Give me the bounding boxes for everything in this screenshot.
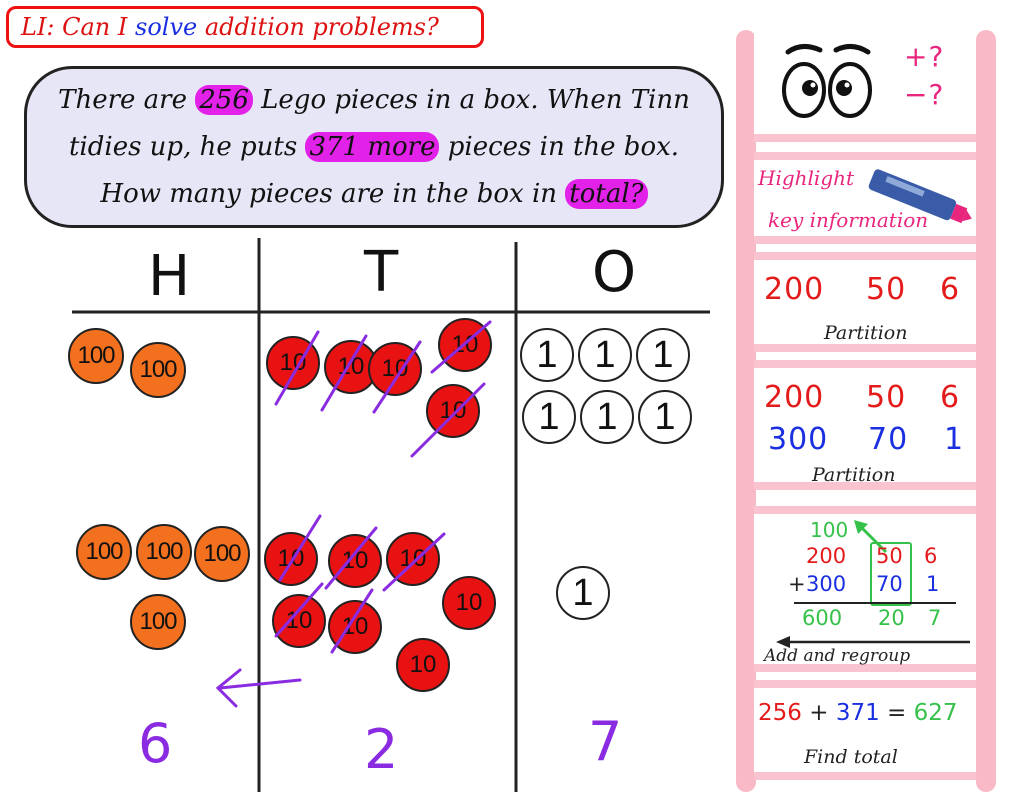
problem-line-2: tidies up, he puts 371 more pieces in th…: [27, 124, 721, 171]
ten-counter: 10: [264, 532, 318, 586]
partition-hundreds: 200: [764, 272, 825, 307]
add-regroup-label: Add and regroup: [764, 646, 911, 666]
carry-hundred: 100: [810, 518, 849, 542]
regroup-row2-ones: 1: [926, 572, 940, 596]
partition-label: Partition: [812, 464, 896, 486]
regroup-row2-hundreds: 300: [806, 572, 847, 596]
left-arrow-icon: [776, 636, 970, 648]
total-equals-sign: =: [887, 700, 907, 726]
total-equation: 256 + 371 = 627: [758, 700, 958, 726]
one-counter: 1: [636, 328, 690, 382]
one-counter: 1: [578, 328, 632, 382]
one-counter: 1: [580, 390, 634, 444]
title-suffix: addition problems?: [197, 13, 439, 41]
eyes-icon: [782, 44, 872, 118]
regroup-row3-hundreds: 600: [802, 606, 843, 630]
highlighted-371-more: 371 more: [305, 132, 440, 162]
hundred-counter: 100: [136, 524, 192, 580]
hundred-counter: 100: [68, 328, 124, 384]
ten-counter: 10: [266, 336, 320, 390]
panel-read-problem: +? −?: [754, 30, 976, 142]
problem-text: Lego pieces in a box. When Tinn: [252, 85, 690, 115]
answer-ones: 7: [588, 710, 623, 773]
hundred-counter: 100: [194, 526, 250, 582]
partition-row2-tens: 70: [868, 422, 909, 457]
regroup-row3-tens: 20: [878, 606, 905, 630]
hundred-counter: 100: [130, 342, 186, 398]
ten-counter: 10: [272, 594, 326, 648]
ten-counter: 10: [386, 532, 440, 586]
partition-row1-ones: 6: [940, 380, 961, 415]
word-problem-box: There are 256 Lego pieces in a box. When…: [24, 66, 724, 228]
tens-column-box: [870, 542, 912, 606]
highlighter-pen-icon: [868, 169, 972, 224]
ten-counter: 10: [328, 600, 382, 654]
sum-line: [794, 602, 956, 604]
answer-tens: 2: [364, 718, 399, 781]
total-addend-a: 256: [758, 700, 802, 726]
total-sum: 627: [913, 700, 958, 726]
find-total-label: Find total: [804, 746, 898, 768]
problem-text: tidies up, he puts: [68, 132, 306, 162]
partition-ones: 6: [940, 272, 961, 307]
partition-label: Partition: [824, 322, 908, 344]
one-counter: 1: [522, 390, 576, 444]
title-highlight-word: solve: [135, 13, 198, 41]
panel-add-regroup: 100 200 50 6 + 300 70 1 600 20 7 Add and…: [754, 506, 976, 672]
ladder-rail-right: [976, 30, 996, 792]
one-counter: 1: [520, 328, 574, 382]
key-information-label: key information: [768, 208, 929, 232]
minus-question-symbol: −?: [904, 78, 945, 111]
partition-row2-ones: 1: [944, 422, 965, 457]
panel-partition-both: 200 50 6 300 70 1 Partition: [754, 360, 976, 490]
partition-row1-hundreds: 200: [764, 380, 825, 415]
regroup-row3-ones: 7: [928, 606, 942, 630]
learning-intention-title: LI: Can I solve addition problems?: [6, 6, 484, 48]
plus-question-symbol: +?: [904, 40, 945, 73]
total-plus-sign: +: [809, 700, 829, 726]
panel-partition-first: 200 50 6 Partition: [754, 252, 976, 352]
problem-text: pieces in the box.: [439, 132, 680, 162]
regroup-row1-hundreds: 200: [806, 544, 847, 568]
partition-tens: 50: [866, 272, 907, 307]
problem-line-3: How many pieces are in the box in total?: [27, 171, 721, 218]
problem-text: There are: [58, 85, 196, 115]
one-counter: 1: [638, 390, 692, 444]
hundred-counter: 100: [76, 524, 132, 580]
highlighted-number-256: 256: [195, 85, 253, 115]
partition-row1-tens: 50: [866, 380, 907, 415]
carry-arrow-icon: [854, 520, 888, 554]
ladder-rail-left: [736, 30, 756, 792]
ten-counter: 10: [426, 384, 480, 438]
panel-find-total: 256 + 371 = 627 Find total: [754, 680, 976, 780]
regroup-row1-tens: 50: [876, 544, 903, 568]
problem-line-1: There are 256 Lego pieces in a box. When…: [27, 77, 721, 124]
highlight-step-label: Highlight: [758, 166, 855, 190]
regroup-row1-ones: 6: [924, 544, 938, 568]
one-counter: 1: [556, 566, 610, 620]
ten-counter: 10: [442, 576, 496, 630]
panel-highlight: Highlight key information: [754, 152, 976, 244]
ten-counter: 10: [328, 534, 382, 588]
regroup-row2-tens: 70: [876, 572, 903, 596]
problem-text: How many pieces are in the box in: [100, 179, 566, 209]
ten-counter: 10: [438, 318, 492, 372]
partition-row2-hundreds: 300: [768, 422, 829, 457]
column-header-ones: O: [592, 240, 637, 305]
answer-hundreds: 6: [138, 712, 173, 775]
column-header-tens: T: [364, 240, 399, 305]
strategy-ladder: +? −? Highlight key information 200 50 6…: [736, 30, 996, 792]
ten-counter: 10: [396, 638, 450, 692]
plus-sign: +: [788, 572, 806, 596]
ten-counter: 10: [368, 342, 422, 396]
highlighted-total: total?: [565, 179, 648, 209]
title-prefix: LI: Can I: [21, 13, 135, 41]
hundred-counter: 100: [130, 594, 186, 650]
column-header-hundreds: H: [148, 244, 191, 309]
total-addend-b: 371: [835, 700, 880, 726]
